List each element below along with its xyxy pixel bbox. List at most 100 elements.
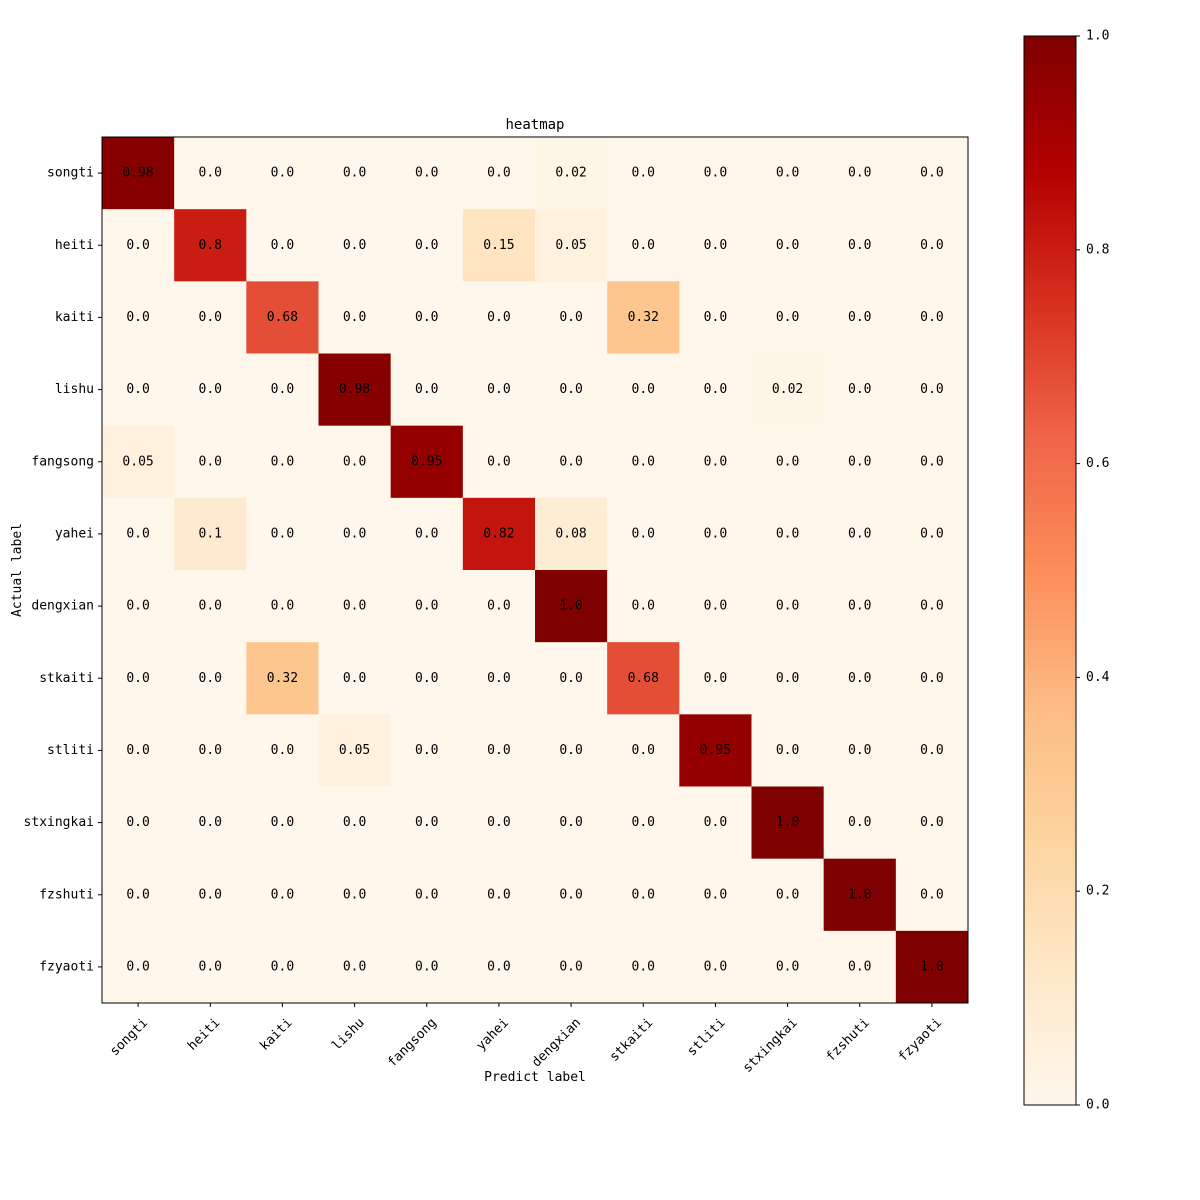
heatmap-cell [246,930,319,1004]
heatmap-cell [823,425,897,499]
cell-value-label: 0.0 [776,166,799,181]
heatmap-cell [607,209,680,282]
y-tick-label: lishu [55,382,94,397]
cell-value-label: 0.0 [920,599,943,614]
heatmap-cell [246,353,319,427]
heatmap-cell [318,714,392,787]
heatmap-cell [607,714,680,787]
heatmap-cell [390,786,464,860]
heatmap-cell [895,858,969,932]
heatmap-cell [390,930,464,1004]
heatmap-cell [174,425,247,499]
heatmap-cell [174,281,247,354]
cell-value-label: 0.0 [199,887,222,902]
cell-value-label: 0.0 [199,166,222,181]
cell-value-label: 0.0 [920,166,943,181]
cell-value-label: 0.0 [920,743,943,758]
y-tick-label: heiti [55,238,94,253]
cell-value-label: 0.0 [632,599,655,614]
cell-value-label: 0.0 [199,599,222,614]
cell-value-label: 0.0 [415,815,438,830]
heatmap-cell [535,642,608,715]
cell-value-label: 0.0 [126,959,149,974]
heatmap-cell [895,209,969,282]
y-tick-label: fzshuti [39,887,94,902]
heatmap-cell [174,137,247,210]
cell-value-label: 0.1 [199,526,222,541]
cell-value-label: 0.0 [271,526,294,541]
cell-value-label: 0.0 [848,959,871,974]
heatmap-cell [102,497,175,571]
heatmap-cell [823,570,897,643]
cell-value-label: 0.0 [920,815,943,830]
cell-value-label: 0.0 [776,671,799,686]
cell-value-label: 0.0 [632,238,655,253]
cell-value-label: 0.0 [559,382,582,397]
heatmap-cell [895,714,969,787]
cell-value-label: 0.68 [267,310,298,325]
heatmap-cell [535,353,608,427]
heatmap-cell [462,281,536,354]
heatmap-cell [751,786,825,860]
heatmap-cell [174,930,247,1004]
heatmap-cell [607,353,680,427]
heatmap-cell [751,353,825,427]
heatmap-cell [679,209,752,282]
cell-value-label: 1.0 [920,959,943,974]
cell-value-label: 0.0 [776,959,799,974]
heatmap-cell [535,209,608,282]
cell-value-label: 0.0 [271,238,294,253]
heatmap-cell [751,570,825,643]
x-tick-label: songti [107,1015,151,1059]
cell-value-label: 0.0 [415,310,438,325]
cell-value-label: 0.0 [271,959,294,974]
cell-value-label: 1.0 [776,815,799,830]
cell-value-label: 0.0 [126,671,149,686]
heatmap-cell [462,570,536,643]
y-tick-label: stxingkai [24,815,94,830]
heatmap-cell [462,353,536,427]
heatmap-cell [751,642,825,715]
heatmap-cell [390,425,464,499]
heatmap-cell [751,930,825,1004]
cell-value-label: 0.02 [555,166,586,181]
y-axis: songti heiti kaiti lishu fangsong yahei dengxi… [24,166,102,974]
heatmap-cell [462,858,536,932]
cell-value-label: 0.0 [343,526,366,541]
heatmap-cell [174,786,247,860]
cell-value-label: 0.0 [632,887,655,902]
cell-value-label: 0.0 [271,743,294,758]
heatmap-cell [895,281,969,354]
cell-value-label: 0.0 [704,526,727,541]
cell-value-label: 0.0 [632,382,655,397]
heatmap-cell [679,137,752,210]
cell-value-label: 0.05 [122,454,153,469]
cell-value-label: 0.05 [555,238,586,253]
cell-value-label: 0.0 [704,382,727,397]
heatmap-cell [390,353,464,427]
cell-value-label: 0.0 [271,454,294,469]
heatmap-cell [535,930,608,1004]
cell-value-label: 0.0 [199,959,222,974]
y-tick-label: stliti [47,743,94,758]
x-tick-label: kaiti [257,1015,295,1053]
cell-value-label: 0.0 [776,526,799,541]
heatmap-cell [318,858,392,932]
cell-value-label: 0.0 [415,238,438,253]
cell-value-label: 0.0 [415,166,438,181]
heatmap-cell [607,858,680,932]
heatmap-cell [102,137,175,210]
cell-value-label: 0.0 [126,815,149,830]
heatmap-cell [679,425,752,499]
cell-value-label: 1.0 [848,887,871,902]
y-tick-label: fangsong [31,454,94,469]
heatmap-cell [174,714,247,787]
cell-value-label: 0.0 [199,310,222,325]
cell-value-label: 0.0 [415,959,438,974]
heatmap-cell [607,570,680,643]
heatmap-cell [751,497,825,571]
heatmap-cell [751,425,825,499]
heatmap-cell [823,858,897,932]
heatmap-cell [246,281,319,354]
heatmap-cell [246,497,319,571]
